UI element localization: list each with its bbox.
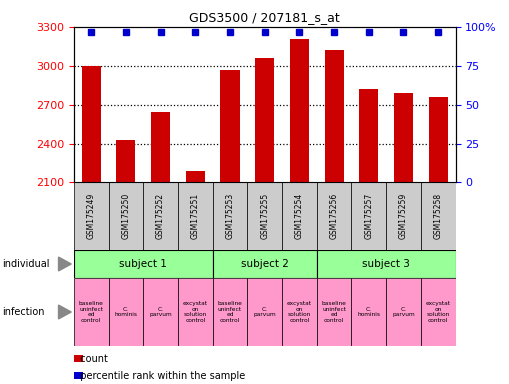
Bar (220, 70, 240, 182)
Bar (429, 97, 448, 182)
Text: GSM175254: GSM175254 (295, 192, 304, 239)
Bar (143, 278, 178, 346)
Bar (386, 278, 421, 346)
Text: percentile rank within the sample: percentile rank within the sample (74, 371, 245, 381)
Bar (394, 93, 413, 182)
Text: GSM175251: GSM175251 (191, 192, 200, 238)
Bar (186, 171, 205, 182)
Bar (74, 250, 213, 278)
Bar (178, 278, 213, 346)
Text: excystat
on
solution
control: excystat on solution control (183, 301, 208, 323)
Bar (282, 278, 317, 346)
Text: GSM175253: GSM175253 (225, 192, 235, 239)
Bar (282, 182, 317, 250)
Bar (290, 38, 309, 182)
Text: GSM175249: GSM175249 (87, 192, 96, 239)
Bar (213, 250, 317, 278)
Bar (143, 182, 178, 250)
Bar (74, 278, 108, 346)
Text: GSM175259: GSM175259 (399, 192, 408, 239)
Bar (151, 113, 170, 182)
Bar (247, 278, 282, 346)
Text: C.
hominis: C. hominis (115, 307, 137, 317)
Text: GSM175256: GSM175256 (330, 192, 338, 239)
Bar (81, 66, 101, 182)
Text: C.
parvum: C. parvum (392, 307, 415, 317)
Bar (325, 50, 344, 182)
Bar (74, 182, 108, 250)
Bar (108, 182, 143, 250)
Text: C.
parvum: C. parvum (149, 307, 172, 317)
Text: individual: individual (3, 259, 50, 269)
Text: subject 2: subject 2 (241, 259, 289, 269)
Text: baseline
uninfect
ed
control: baseline uninfect ed control (217, 301, 242, 323)
Text: count: count (74, 354, 108, 364)
Text: C.
parvum: C. parvum (253, 307, 276, 317)
Text: excystat
on
solution
control: excystat on solution control (426, 301, 450, 323)
Text: GSM175258: GSM175258 (434, 192, 443, 238)
Text: baseline
uninfect
ed
control: baseline uninfect ed control (79, 301, 104, 323)
Text: subject 1: subject 1 (119, 259, 167, 269)
Bar (351, 278, 386, 346)
Bar (117, 140, 135, 182)
Bar (108, 278, 143, 346)
Bar (255, 58, 274, 182)
Text: excystat
on
solution
control: excystat on solution control (287, 301, 312, 323)
Text: GSM175250: GSM175250 (121, 192, 130, 239)
Bar (421, 278, 456, 346)
Text: GSM175255: GSM175255 (260, 192, 269, 239)
Bar (317, 182, 351, 250)
Text: subject 3: subject 3 (362, 259, 410, 269)
Bar (317, 250, 456, 278)
Text: infection: infection (3, 307, 45, 317)
Text: GSM175257: GSM175257 (364, 192, 373, 239)
Bar (213, 278, 247, 346)
Bar (213, 182, 247, 250)
Bar (386, 182, 421, 250)
Text: GSM175252: GSM175252 (156, 192, 165, 238)
Bar (351, 182, 386, 250)
Title: GDS3500 / 207181_s_at: GDS3500 / 207181_s_at (189, 11, 340, 24)
Text: C.
hominis: C. hominis (357, 307, 380, 317)
Bar (178, 182, 213, 250)
Bar (359, 89, 378, 182)
Bar (317, 278, 351, 346)
Bar (247, 182, 282, 250)
Bar (421, 182, 456, 250)
Text: baseline
uninfect
ed
control: baseline uninfect ed control (322, 301, 347, 323)
